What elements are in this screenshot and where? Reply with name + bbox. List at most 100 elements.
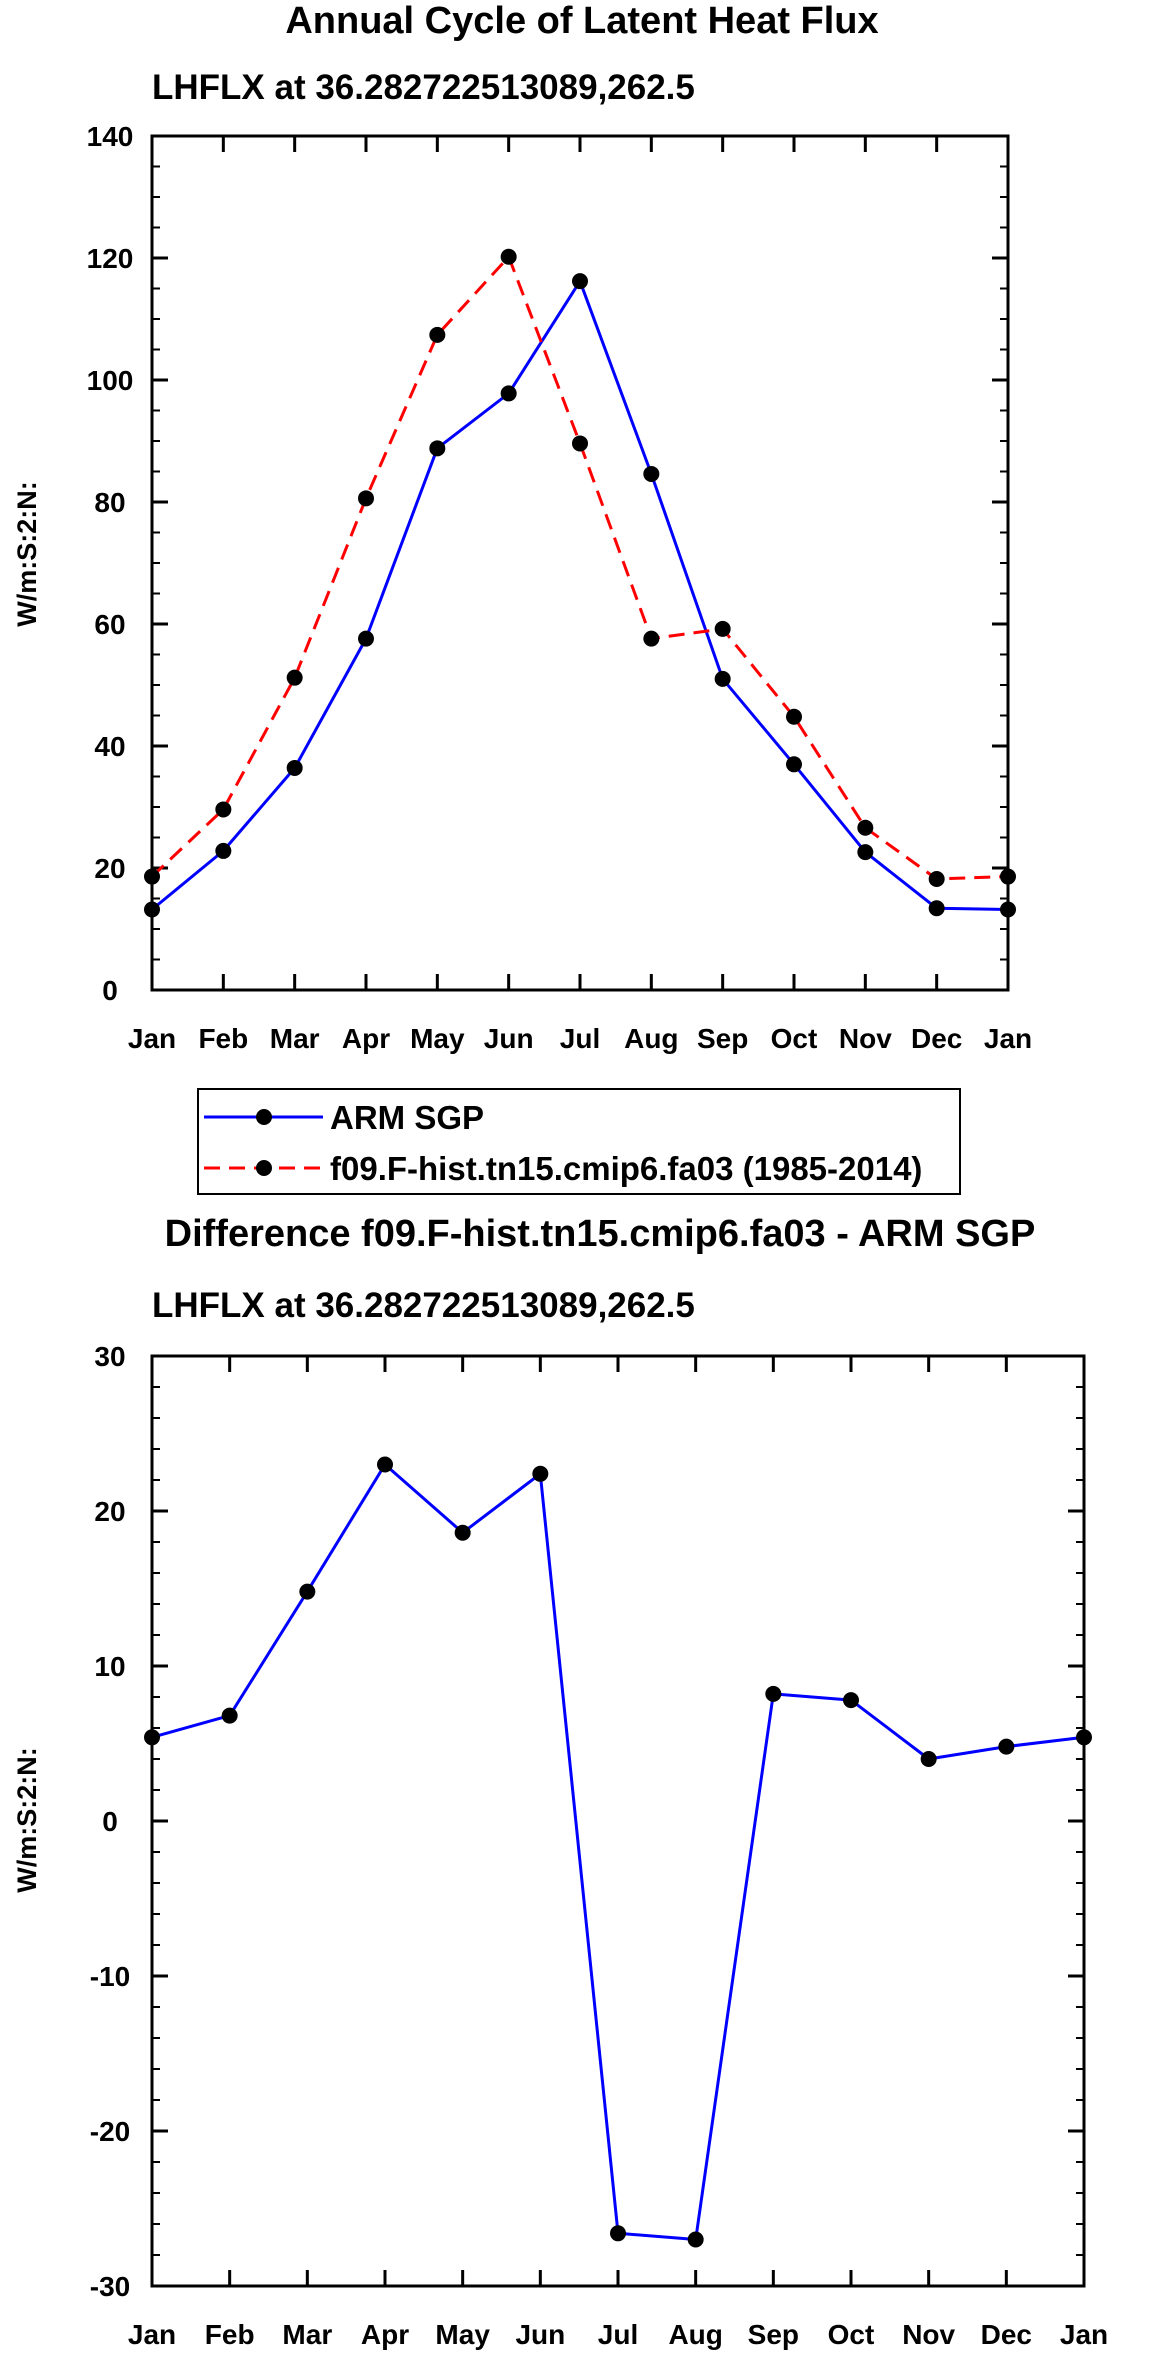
x-tick-label: Feb: [205, 2319, 255, 2350]
x-tick-label: Jun: [515, 2319, 565, 2350]
data-point: [610, 2225, 626, 2242]
data-point: [928, 870, 945, 887]
data-point: [532, 1465, 549, 1482]
x-tick-label: Apr: [361, 2319, 409, 2350]
y-tick-label: 80: [94, 487, 125, 518]
x-tick-label: Feb: [198, 1023, 248, 1054]
annual-cycle-chart: Annual Cycle of Latent Heat Flux LHFLX a…: [12, 0, 1032, 1054]
y-tick-label: 0: [102, 975, 118, 1006]
chart2-lines: [151, 1463, 1085, 2241]
data-point: [144, 901, 160, 918]
x-tick-label: Mar: [270, 1023, 320, 1054]
data-point: [377, 1456, 393, 1473]
y-tick-label: -30: [90, 2271, 130, 2302]
data-point: [786, 756, 802, 773]
y-tick-label: 0: [102, 1806, 118, 1837]
x-tick-label: Jul: [560, 1023, 600, 1054]
data-point: [786, 708, 802, 725]
x-tick-label: Sep: [748, 2319, 799, 2350]
x-tick-label: Aug: [624, 1023, 678, 1054]
legend-label-model: f09.F-hist.tn15.cmip6.fa03 (1985-2014): [330, 1150, 922, 1187]
y-tick-label: 30: [94, 1341, 125, 1372]
x-tick-label: Nov: [902, 2319, 955, 2350]
x-tick-label: Sep: [697, 1023, 748, 1054]
chart1-ticks: 0 20 40 60 80 100 120 140 Jan Feb Mar Apr May Jun Jul A…: [87, 121, 1032, 1054]
data-point: [920, 1751, 937, 1767]
data-point: [1000, 901, 1016, 918]
x-tick-label: Jan: [128, 2319, 176, 2350]
y-tick-label: 100: [87, 365, 134, 396]
data-point: [572, 273, 588, 290]
data-point: [714, 620, 731, 637]
x-tick-label: Jun: [484, 1023, 534, 1054]
data-point: [1076, 1729, 1092, 1746]
x-tick-label: Oct: [828, 2319, 875, 2350]
data-point: [500, 248, 517, 265]
difference-chart: Difference f09.F-hist.tn15.cmip6.fa03 - …: [12, 1213, 1108, 2350]
series-line-0: [151, 279, 1009, 911]
data-point: [643, 630, 660, 647]
legend-box: [197, 1088, 961, 1195]
data-point: [299, 1583, 316, 1600]
data-point: [358, 630, 374, 647]
plot-frame: [150, 1354, 1086, 2288]
y-tick-label: 60: [94, 609, 125, 640]
y-tick-label: 20: [94, 1496, 125, 1527]
data-point: [998, 1738, 1015, 1755]
x-tick-label: Jul: [598, 2319, 638, 2350]
data-point: [843, 1692, 859, 1709]
y-tick-label: 20: [94, 853, 125, 884]
x-tick-label: May: [410, 1023, 465, 1054]
y-tick-label: -20: [90, 2116, 130, 2147]
data-point: [144, 1729, 160, 1746]
data-point: [857, 819, 874, 836]
chart2-markers: [144, 1456, 1092, 2248]
chart1-markers: [144, 248, 1016, 918]
data-point: [215, 801, 232, 818]
data-point: [358, 490, 374, 507]
x-tick-label: Nov: [839, 1023, 892, 1054]
chart2-title: Difference f09.F-hist.tn15.cmip6.fa03 - …: [165, 1213, 1036, 1255]
y-tick-label: 10: [94, 1651, 125, 1682]
y-tick-label: 140: [87, 121, 134, 152]
chart1-subtitle: LHFLX at 36.282722513089,262.5: [152, 68, 695, 107]
series-line-0: [151, 1463, 1085, 2241]
data-point: [572, 435, 588, 452]
data-point: [454, 1524, 471, 1541]
x-tick-label: Aug: [668, 2319, 722, 2350]
data-point: [144, 868, 160, 885]
x-tick-label: Apr: [342, 1023, 390, 1054]
data-point: [1000, 868, 1016, 885]
data-point: [286, 669, 303, 686]
x-tick-label: May: [435, 2319, 490, 2350]
data-point: [857, 844, 874, 861]
chart2-axes: [150, 1354, 1086, 2288]
y-tick-label: -10: [90, 1961, 130, 1992]
legend-label-arm-sgp: ARM SGP: [330, 1099, 484, 1136]
x-tick-label: Dec: [911, 1023, 962, 1054]
data-point: [714, 670, 731, 687]
data-point: [765, 1685, 782, 1702]
legend: ARM SGP f09.F-hist.tn15.cmip6.fa03 (1985…: [197, 1088, 961, 1195]
x-tick-label: Jan: [128, 1023, 176, 1054]
data-point: [687, 2231, 704, 2248]
data-point: [286, 759, 303, 776]
y-tick-label: 40: [94, 731, 125, 762]
data-point: [643, 465, 660, 482]
x-tick-label: Oct: [771, 1023, 818, 1054]
legend-marker-arm-sgp: [256, 1109, 272, 1125]
data-point: [429, 326, 446, 343]
chart1-title: Annual Cycle of Latent Heat Flux: [285, 0, 878, 42]
x-tick-label: Dec: [981, 2319, 1032, 2350]
x-tick-label: Mar: [282, 2319, 332, 2350]
chart1-lines: [150, 255, 1009, 911]
legend-marker-model: [256, 1160, 272, 1176]
data-point: [215, 842, 232, 859]
chart2-ylabel: W/m:S:2:N:: [12, 1747, 42, 1892]
x-tick-label: Jan: [1060, 2319, 1108, 2350]
data-point: [500, 385, 517, 402]
x-tick-label: Jan: [984, 1023, 1032, 1054]
chart1-ylabel: W/m:S:2:N:: [12, 481, 42, 626]
chart2-subtitle: LHFLX at 36.282722513089,262.5: [152, 1286, 695, 1325]
